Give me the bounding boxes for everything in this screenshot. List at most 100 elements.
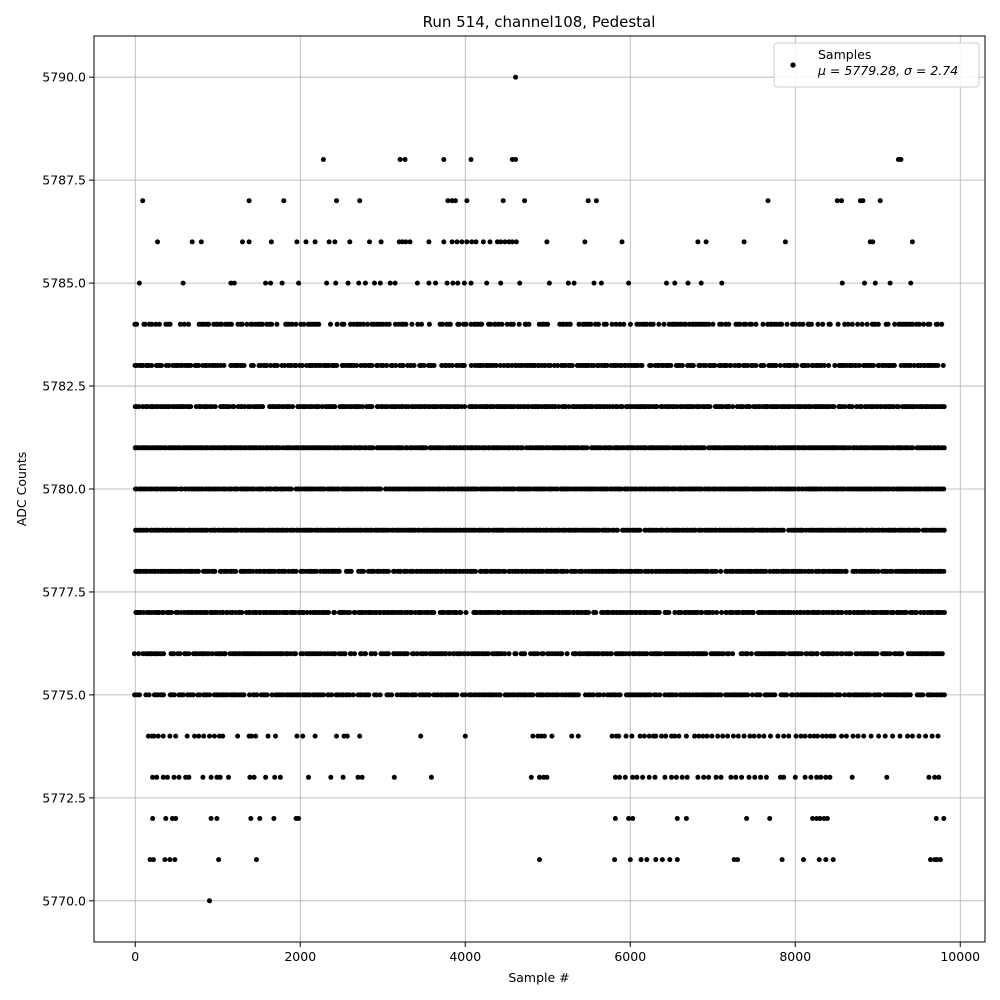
data-point bbox=[334, 198, 339, 204]
data-point bbox=[773, 363, 779, 368]
data-point bbox=[318, 651, 324, 657]
data-point bbox=[542, 733, 547, 739]
data-point bbox=[555, 363, 561, 368]
data-point bbox=[312, 239, 318, 245]
data-point bbox=[334, 733, 339, 739]
data-point bbox=[831, 404, 837, 410]
data-point bbox=[254, 857, 259, 863]
data-point bbox=[591, 363, 597, 368]
legend-stats-text: μ = 5779.28, σ = 2.74 bbox=[817, 63, 958, 78]
data-point bbox=[941, 404, 947, 410]
data-point bbox=[169, 610, 175, 615]
data-point bbox=[935, 733, 941, 739]
data-point bbox=[657, 692, 663, 698]
data-points bbox=[131, 74, 947, 904]
data-point bbox=[348, 651, 354, 657]
data-point bbox=[810, 816, 816, 821]
data-point bbox=[882, 733, 888, 739]
data-point bbox=[173, 816, 179, 821]
data-point bbox=[758, 774, 764, 780]
y-tick-label: 5787.5 bbox=[42, 173, 86, 188]
data-point bbox=[268, 363, 274, 368]
data-point bbox=[299, 363, 305, 368]
data-point bbox=[612, 857, 618, 863]
data-point bbox=[644, 857, 650, 863]
data-point bbox=[596, 651, 601, 657]
data-point bbox=[222, 651, 228, 657]
data-point bbox=[431, 610, 437, 615]
data-point bbox=[357, 733, 363, 739]
data-point bbox=[320, 692, 326, 698]
data-point bbox=[522, 198, 528, 204]
data-point bbox=[715, 733, 721, 739]
data-point bbox=[241, 363, 247, 368]
data-point bbox=[683, 321, 689, 327]
data-point bbox=[847, 610, 853, 615]
data-point bbox=[530, 692, 536, 698]
data-point bbox=[683, 733, 689, 739]
y-tick-label: 5780.0 bbox=[42, 482, 86, 497]
data-point bbox=[638, 857, 644, 863]
data-point bbox=[784, 692, 790, 698]
data-point bbox=[673, 692, 679, 698]
data-point bbox=[369, 363, 375, 368]
data-point bbox=[713, 568, 719, 574]
data-point bbox=[916, 527, 922, 533]
data-point bbox=[510, 321, 516, 327]
data-point bbox=[517, 280, 523, 286]
data-point bbox=[644, 321, 650, 327]
data-point bbox=[814, 774, 820, 780]
data-point bbox=[696, 733, 702, 739]
data-point bbox=[564, 651, 570, 657]
data-point bbox=[826, 363, 832, 368]
data-point bbox=[473, 239, 479, 245]
data-point bbox=[676, 733, 682, 739]
data-point bbox=[294, 733, 300, 739]
data-point bbox=[479, 321, 485, 327]
data-point bbox=[251, 774, 257, 780]
data-point bbox=[834, 651, 840, 657]
data-point bbox=[263, 774, 269, 780]
data-point bbox=[842, 321, 848, 327]
data-point bbox=[313, 568, 319, 574]
data-point bbox=[407, 239, 413, 245]
x-tick-label: 4000 bbox=[449, 949, 481, 964]
data-point bbox=[196, 733, 202, 739]
data-point bbox=[590, 692, 596, 698]
data-point bbox=[167, 321, 173, 327]
data-point bbox=[807, 733, 813, 739]
data-point bbox=[932, 774, 938, 780]
data-point bbox=[701, 774, 707, 780]
data-point bbox=[565, 280, 571, 286]
data-point bbox=[936, 774, 942, 780]
data-point bbox=[348, 568, 354, 574]
data-point bbox=[644, 651, 650, 657]
data-point bbox=[848, 651, 854, 657]
data-point bbox=[167, 733, 173, 739]
data-point bbox=[555, 692, 561, 698]
data-point bbox=[941, 486, 947, 492]
data-point bbox=[646, 774, 652, 780]
data-point bbox=[652, 774, 658, 780]
data-point bbox=[784, 321, 790, 327]
data-point bbox=[674, 857, 680, 863]
data-point bbox=[380, 363, 386, 368]
data-point bbox=[253, 733, 259, 739]
data-point bbox=[229, 321, 234, 327]
data-point bbox=[177, 321, 183, 327]
data-point bbox=[176, 774, 182, 780]
data-point bbox=[181, 321, 187, 327]
data-point bbox=[808, 321, 814, 327]
data-point bbox=[357, 198, 363, 204]
data-point bbox=[403, 239, 409, 245]
data-point bbox=[794, 363, 800, 368]
data-point bbox=[908, 363, 913, 368]
data-point bbox=[454, 239, 460, 245]
data-point bbox=[293, 321, 299, 327]
data-point bbox=[250, 568, 256, 574]
data-point bbox=[664, 280, 669, 286]
data-point bbox=[752, 774, 758, 780]
data-point bbox=[326, 239, 332, 245]
data-point bbox=[242, 404, 247, 410]
data-point bbox=[596, 321, 602, 327]
